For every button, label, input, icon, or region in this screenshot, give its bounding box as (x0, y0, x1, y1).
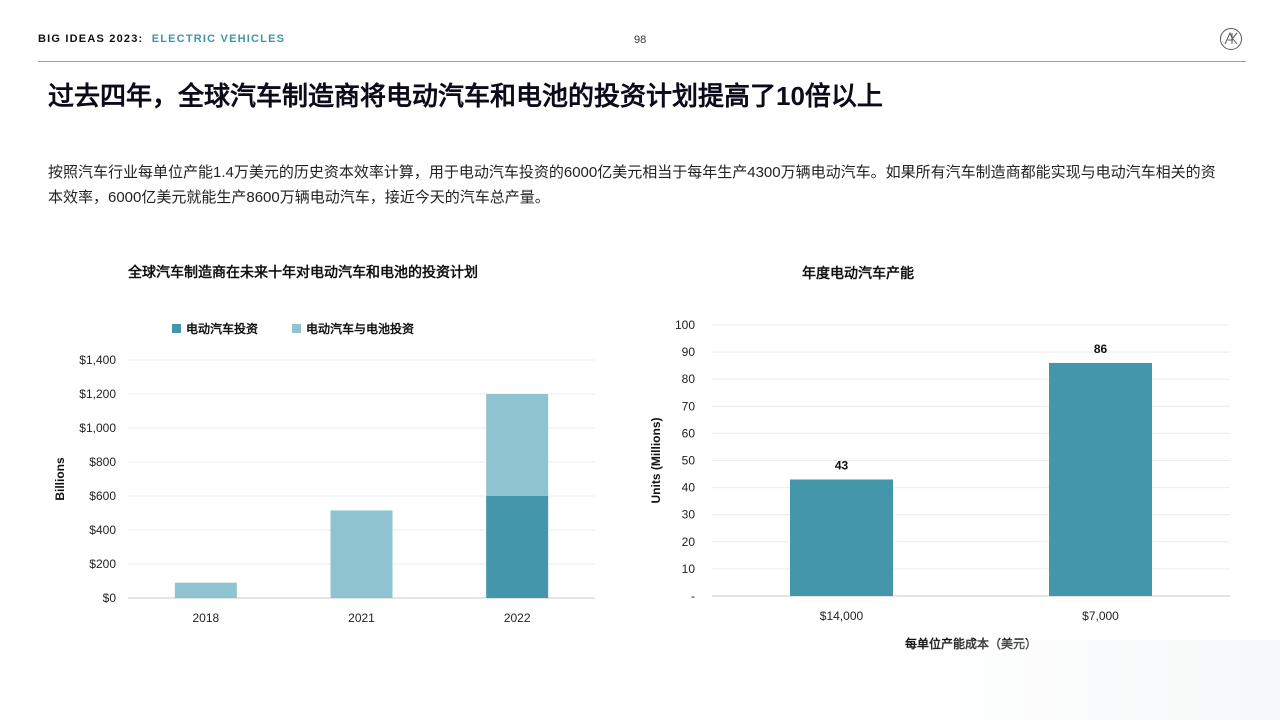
legend-label: 电动汽车投资 (186, 322, 259, 336)
y-tick-label: $1,400 (79, 353, 116, 367)
y-tick-label: 100 (675, 318, 695, 332)
legend-swatch (172, 324, 181, 333)
y-axis-label: Billions (53, 457, 67, 501)
chart-1-legend: 电动汽车投资 电动汽车与电池投资 (172, 320, 448, 337)
y-tick-label: 30 (682, 508, 696, 522)
x-tick-label: 2021 (348, 611, 375, 625)
bar (486, 394, 549, 496)
page-title: 过去四年，全球汽车制造商将电动汽车和电池的投资计划提高了10倍以上 (48, 81, 883, 111)
y-tick-label: 40 (682, 481, 696, 495)
header-divider (38, 61, 1246, 62)
bar (486, 496, 549, 598)
y-tick-label: 20 (682, 535, 696, 549)
y-tick-label: 10 (682, 562, 696, 576)
y-tick-label: 90 (682, 345, 696, 359)
ark-logo-icon (1220, 28, 1242, 50)
bar (174, 582, 237, 598)
data-label: 86 (1094, 342, 1108, 356)
y-tick-label: $600 (89, 489, 116, 503)
y-tick-label: 80 (682, 372, 696, 386)
y-tick-label: $200 (89, 557, 116, 571)
y-tick-label: 70 (682, 399, 696, 413)
y-tick-label: $1,000 (79, 421, 116, 435)
legend-item-ev-investment: 电动汽车投资 (172, 320, 258, 337)
bar (330, 510, 393, 598)
y-tick-label: - (691, 589, 695, 603)
report-topic: ELECTRIC VEHICLES (151, 33, 286, 45)
x-tick-label: 2022 (504, 611, 531, 625)
bar (790, 479, 893, 596)
y-tick-label: 60 (682, 426, 696, 440)
x-tick-label: $7,000 (1082, 609, 1119, 623)
report-header: BIG IDEAS 2023: ELECTRIC VEHICLES (38, 33, 285, 45)
y-tick-label: $800 (89, 455, 116, 469)
chart-2-title: 年度电动汽车产能 (802, 265, 914, 281)
body-paragraph: 按照汽车行业每单位产能1.4万美元的历史资本效率计算，用于电动汽车投资的6000… (48, 164, 1216, 206)
capacity-chart: - 10 20 30 40 50 60 70 80 90 100 Units (Millions) 43… (649, 318, 1230, 651)
y-tick-label: $0 (103, 591, 117, 605)
legend-label: 电动汽车与电池投资 (306, 322, 415, 336)
legend-swatch (292, 324, 302, 333)
y-tick-label: 50 (682, 454, 696, 468)
y-tick-label: $1,200 (79, 387, 116, 401)
investment-chart: $0 $200 $400 $600 $800 $1,000 $1,200 $1,400 Bill… (53, 353, 595, 625)
report-series: BIG IDEAS 2023: (38, 33, 144, 45)
x-tick-label: $14,000 (820, 609, 864, 623)
legend-item-ev-battery-investment: 电动汽车与电池投资 (292, 320, 414, 337)
chart-1-title: 全球汽车制造商在未来十年对电动汽车和电池的投资计划 (128, 264, 478, 280)
page-number: 98 (634, 34, 647, 46)
data-label: 43 (835, 458, 849, 472)
x-tick-label: 2018 (192, 611, 219, 625)
y-tick-label: $400 (89, 523, 116, 537)
bar (1049, 362, 1152, 596)
decorative-fade (900, 640, 1280, 720)
y-axis-label: Units (Millions) (649, 418, 663, 504)
